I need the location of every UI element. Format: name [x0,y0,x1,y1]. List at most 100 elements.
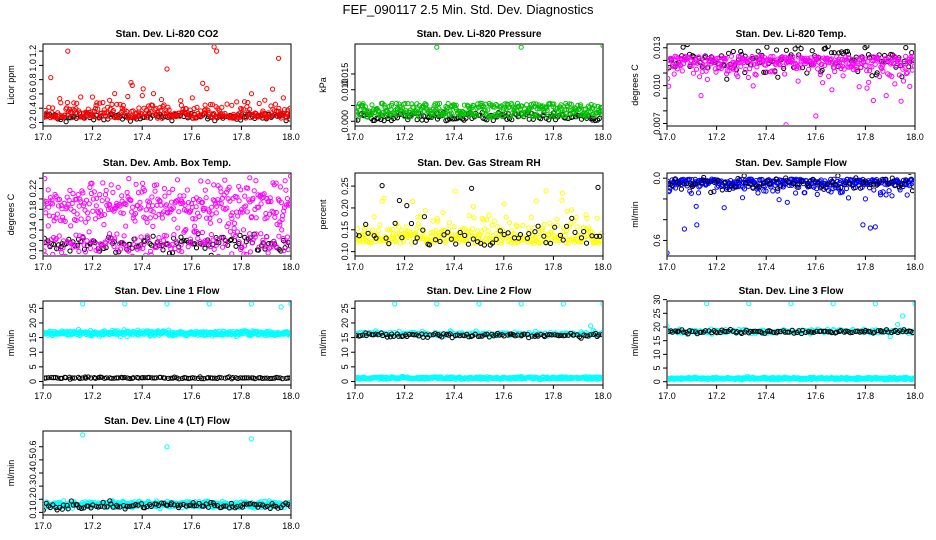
data-point [265,250,271,255]
data-point [67,187,73,193]
data-point [356,117,358,123]
data-point [99,212,105,219]
data-point [715,178,721,184]
y-tick-label: 0.000 [340,110,350,133]
data-point [784,329,791,335]
x-tick-label: 17.8 [233,521,251,531]
data-point [432,331,438,337]
data-point [504,116,510,122]
x-tick-label: 17.4 [133,521,151,531]
series-secondary [668,53,914,125]
data-point [585,228,591,234]
data-point [85,374,91,380]
data-point [866,79,872,85]
y-axis-label: Licor ppm [6,65,16,105]
data-point [145,236,151,242]
data-point [379,183,385,189]
data-point [547,240,554,246]
data-point [110,189,116,195]
data-point [889,193,895,199]
data-point [821,55,827,61]
y-axis-label: degrees C [6,193,16,235]
data-point [213,242,219,248]
data-point [532,229,538,235]
data-point [277,222,283,228]
data-point [190,216,196,222]
data-point [415,111,421,117]
y-tick-label: 0 [652,379,662,384]
data-point [825,329,831,335]
data-point [544,332,550,338]
data-point [668,178,670,184]
data-point [170,186,176,192]
data-point [862,327,869,334]
y-tick-label: 0.10 [340,243,350,261]
data-point [146,199,152,205]
series-secondary-a [356,373,602,382]
data-point [430,218,436,224]
data-point [285,239,290,245]
data-point [535,234,541,240]
data-point [229,102,235,108]
data-point [849,329,855,335]
data-point [122,302,128,307]
data-point [231,220,238,226]
x-tick-label: 17.6 [807,262,825,272]
x-tick-label: 17.8 [233,132,251,142]
data-point [853,175,859,181]
data-point [893,63,899,69]
data-point [44,204,47,210]
x-tick-label: 17.4 [757,391,775,401]
data-point [518,45,524,50]
data-point [427,242,433,248]
data-point [161,185,167,192]
y-tick-label: 0.007 [652,112,662,135]
data-point [150,203,156,209]
data-point [276,55,282,61]
data-point [755,48,761,54]
data-point [162,193,168,199]
data-point [385,114,392,120]
data-point [179,249,185,255]
data-point [697,74,703,80]
data-point [365,230,371,236]
data-point [789,56,795,63]
data-point [724,76,730,82]
data-point [139,93,145,99]
data-point [68,223,74,229]
data-point [726,186,732,193]
data-point [599,112,602,118]
data-point [171,216,177,222]
data-point [469,185,475,191]
data-point [822,328,828,334]
data-point [52,374,59,381]
data-point [392,302,398,307]
data-point [408,220,415,227]
data-point [208,252,214,255]
data-point [756,184,762,190]
data-point [140,375,146,381]
data-point [570,237,577,243]
data-point [49,201,56,207]
data-point [55,203,62,209]
data-point [415,214,421,220]
data-point [141,241,147,247]
data-point [128,197,134,203]
data-point [283,187,289,193]
data-point [218,200,224,207]
data-point [863,168,867,172]
x-tick-label: 17.2 [708,391,726,401]
series-primary [356,183,602,248]
data-point [783,175,789,181]
data-point [903,45,909,51]
data-point [712,66,718,72]
data-point [830,302,836,307]
data-point [199,229,206,236]
data-point [826,188,832,194]
data-point [689,177,695,183]
data-point [483,101,489,107]
data-point [287,330,290,336]
data-point [133,181,139,187]
data-point [387,334,394,340]
